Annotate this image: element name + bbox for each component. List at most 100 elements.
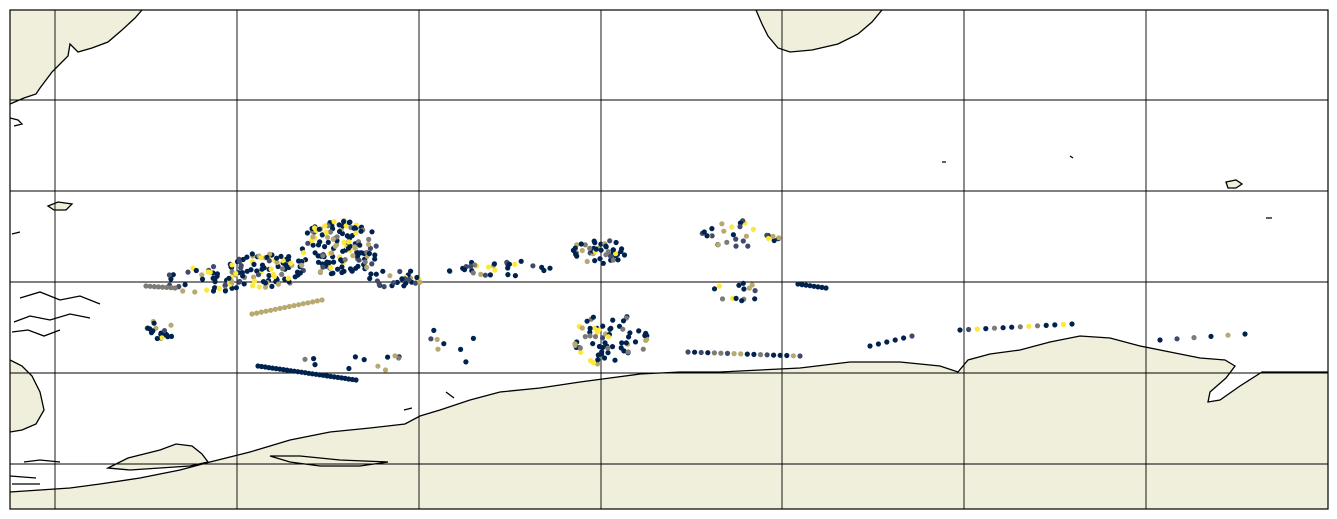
observation-point bbox=[148, 330, 155, 336]
observation-point bbox=[369, 261, 375, 267]
observation-point bbox=[435, 346, 441, 352]
observation-point bbox=[266, 272, 272, 279]
observation-point bbox=[733, 295, 739, 301]
observation-point bbox=[587, 358, 594, 364]
observation-point bbox=[417, 279, 423, 285]
observation-point bbox=[599, 335, 606, 341]
observation-point bbox=[731, 351, 737, 357]
observation-point bbox=[541, 267, 547, 274]
observation-point bbox=[399, 276, 405, 282]
observation-point bbox=[262, 284, 269, 290]
observation-point bbox=[757, 352, 764, 358]
observation-point bbox=[354, 253, 361, 259]
observation-point bbox=[623, 340, 629, 346]
observation-point bbox=[373, 271, 379, 277]
observation-point bbox=[170, 272, 176, 278]
observation-point bbox=[752, 288, 758, 294]
observation-point bbox=[342, 257, 348, 263]
observation-point bbox=[685, 349, 691, 355]
observation-point bbox=[331, 259, 337, 265]
observation-point bbox=[236, 258, 242, 264]
observation-point bbox=[752, 296, 758, 302]
observation-point bbox=[620, 318, 627, 324]
observation-point bbox=[592, 240, 598, 246]
observation-point bbox=[346, 239, 352, 245]
observation-point bbox=[244, 268, 250, 274]
observation-point bbox=[610, 247, 616, 253]
observation-point bbox=[605, 249, 611, 255]
observation-point bbox=[305, 300, 311, 306]
observation-point bbox=[291, 303, 297, 309]
observation-point bbox=[332, 243, 338, 249]
observation-point bbox=[323, 229, 329, 235]
observation-point bbox=[600, 323, 606, 329]
observation-point bbox=[729, 224, 735, 230]
observation-point bbox=[709, 226, 715, 232]
observation-point bbox=[168, 322, 174, 328]
observation-point bbox=[776, 235, 782, 241]
observation-point bbox=[358, 228, 364, 234]
observation-point bbox=[214, 271, 220, 277]
observation-point bbox=[249, 311, 255, 317]
observation-point bbox=[204, 287, 210, 293]
observation-point bbox=[636, 328, 642, 334]
observation-point bbox=[401, 283, 407, 289]
observation-point bbox=[251, 274, 257, 280]
observation-point bbox=[547, 265, 553, 271]
observation-point bbox=[269, 283, 275, 289]
observation-point bbox=[168, 285, 174, 291]
observation-point bbox=[610, 317, 616, 323]
observation-point bbox=[570, 247, 577, 253]
observation-point bbox=[587, 245, 593, 251]
observation-point bbox=[730, 232, 737, 238]
observation-point bbox=[591, 325, 598, 331]
observation-point bbox=[698, 349, 704, 356]
observation-point bbox=[741, 286, 747, 292]
observation-point bbox=[365, 241, 372, 248]
observation-point bbox=[317, 269, 324, 275]
observation-point bbox=[738, 351, 744, 357]
observation-point bbox=[229, 279, 235, 285]
observation-point bbox=[283, 262, 289, 268]
observation-point bbox=[579, 325, 585, 331]
observation-point bbox=[598, 241, 604, 247]
observation-point bbox=[1034, 323, 1041, 329]
landmass-northwest bbox=[10, 10, 142, 104]
observation-point bbox=[618, 345, 624, 351]
observation-points bbox=[143, 218, 1248, 383]
observation-point bbox=[414, 274, 420, 281]
observation-point bbox=[207, 269, 213, 275]
observation-point bbox=[746, 285, 752, 291]
observation-point bbox=[724, 239, 730, 245]
observation-point bbox=[765, 235, 772, 242]
observation-point bbox=[1009, 324, 1015, 330]
observation-point bbox=[354, 249, 360, 255]
observation-point bbox=[605, 334, 611, 340]
coastline-northwest bbox=[10, 10, 143, 105]
observation-point bbox=[300, 301, 306, 307]
observation-point bbox=[815, 284, 821, 290]
observation-point bbox=[619, 246, 625, 252]
observation-point bbox=[358, 250, 364, 256]
observation-point bbox=[884, 339, 890, 345]
observation-point bbox=[715, 242, 721, 248]
observation-point bbox=[590, 314, 597, 320]
observation-point bbox=[180, 288, 186, 294]
observation-point bbox=[312, 362, 318, 368]
observation-point bbox=[280, 266, 286, 272]
observation-point bbox=[724, 350, 731, 356]
observation-point bbox=[974, 326, 980, 332]
observation-point bbox=[315, 242, 322, 248]
observation-point bbox=[296, 258, 302, 264]
observation-point bbox=[375, 363, 381, 369]
observation-point bbox=[357, 242, 363, 248]
observation-point bbox=[1060, 321, 1066, 328]
observation-point bbox=[168, 276, 174, 282]
observation-point bbox=[229, 262, 235, 268]
observation-point bbox=[159, 335, 165, 341]
observation-point bbox=[341, 239, 347, 245]
observation-point bbox=[254, 310, 260, 316]
observation-point bbox=[600, 260, 606, 266]
observation-point bbox=[472, 262, 478, 268]
